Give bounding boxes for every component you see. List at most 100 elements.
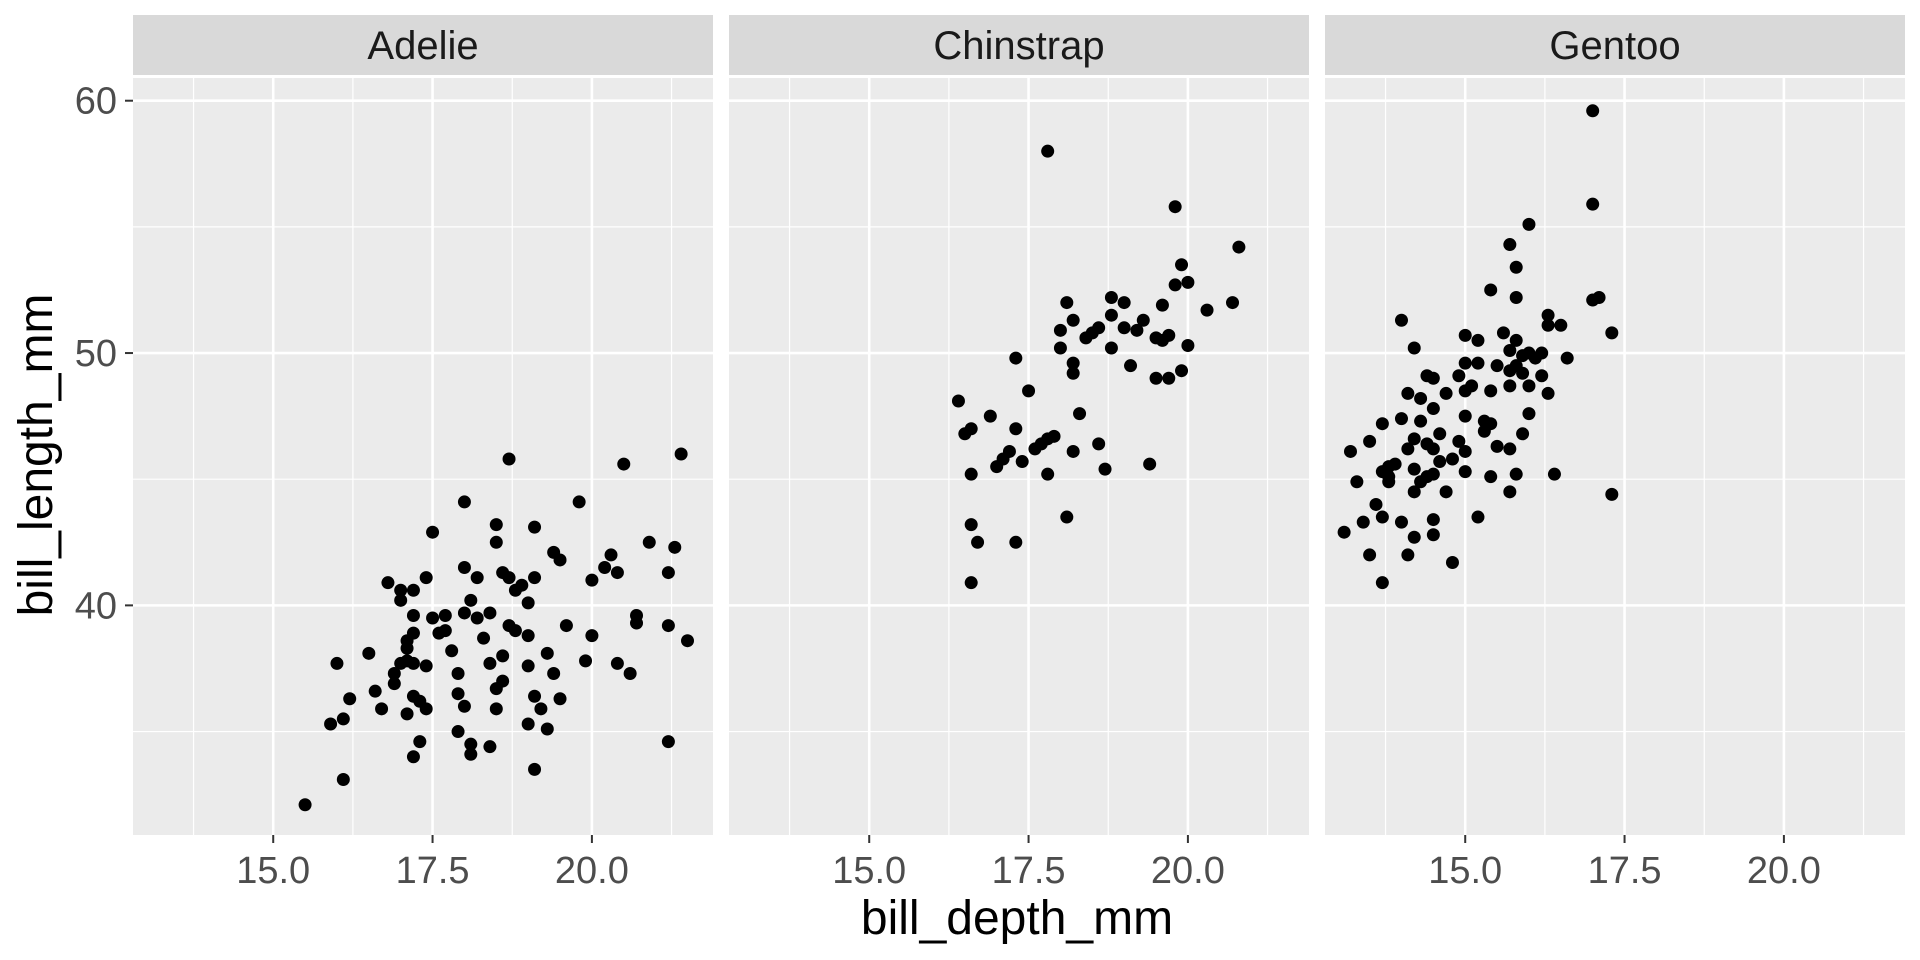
data-point: [426, 525, 440, 539]
data-point: [1394, 515, 1408, 529]
data-point: [489, 702, 503, 716]
data-point: [496, 566, 510, 580]
data-point: [445, 644, 459, 658]
data-point: [496, 674, 510, 688]
data-point: [1104, 308, 1118, 322]
data-point: [1541, 318, 1555, 332]
data-point: [406, 608, 420, 622]
data-point: [406, 750, 420, 764]
y-axis-title: bill_length_mm: [10, 294, 63, 617]
data-point: [483, 656, 497, 670]
data-point: [406, 583, 420, 597]
facet-strip-label: Chinstrap: [933, 24, 1104, 68]
data-point: [1104, 291, 1118, 305]
data-point: [1002, 444, 1016, 458]
data-point: [464, 593, 478, 607]
data-point: [1503, 379, 1517, 393]
data-point: [515, 578, 529, 592]
data-point: [681, 634, 695, 648]
x-tick-label: 15.0: [236, 850, 310, 892]
data-point: [1433, 455, 1447, 469]
data-point: [1149, 371, 1163, 385]
data-point: [1375, 576, 1389, 590]
data-point: [1407, 485, 1421, 499]
data-point: [661, 735, 675, 749]
data-point: [1162, 371, 1176, 385]
data-point: [1015, 455, 1029, 469]
data-point: [464, 737, 478, 751]
facet-panel-adelie: Adelie 15.0 17.5 20.0: [133, 15, 713, 892]
data-point: [400, 707, 414, 721]
data-point: [1426, 442, 1440, 456]
data-point: [528, 571, 542, 585]
data-point: [1066, 366, 1080, 380]
data-point: [1124, 359, 1138, 373]
data-point: [1092, 321, 1106, 335]
data-point: [1143, 457, 1157, 471]
data-point: [1547, 467, 1561, 481]
x-axis-title: bill_depth_mm: [861, 892, 1173, 945]
data-point: [1117, 296, 1131, 310]
data-point: [661, 619, 675, 633]
data-point: [1401, 548, 1415, 562]
y-axis: 40 50 60: [75, 81, 133, 627]
data-point: [451, 667, 465, 681]
data-point: [330, 656, 344, 670]
facet-strip-label: Gentoo: [1549, 24, 1680, 68]
data-point: [1503, 485, 1517, 499]
y-tick-label: 40: [75, 585, 117, 627]
data-point: [534, 702, 548, 716]
data-point: [617, 457, 631, 471]
data-point: [1394, 313, 1408, 327]
data-point: [1439, 485, 1453, 499]
data-point: [1181, 338, 1195, 352]
data-point: [1445, 452, 1459, 466]
data-point: [1363, 434, 1377, 448]
data-point: [1041, 467, 1055, 481]
data-point: [1155, 298, 1169, 312]
data-point: [661, 566, 675, 580]
data-point: [1168, 200, 1182, 214]
data-point: [674, 447, 688, 461]
data-point: [1041, 144, 1055, 158]
data-point: [540, 646, 554, 660]
data-point: [642, 535, 656, 549]
data-point: [547, 667, 561, 681]
data-point: [1104, 341, 1118, 355]
data-point: [1401, 442, 1415, 456]
data-point: [1509, 291, 1523, 305]
data-point: [1484, 283, 1498, 297]
data-point: [598, 561, 612, 575]
data-point: [496, 649, 510, 663]
data-point: [1060, 296, 1074, 310]
data-point: [464, 747, 478, 761]
data-point: [483, 606, 497, 620]
data-point: [1560, 351, 1574, 365]
data-point: [336, 772, 350, 786]
data-point: [457, 699, 471, 713]
data-point: [1503, 344, 1517, 358]
data-point: [438, 608, 452, 622]
data-point: [1426, 513, 1440, 527]
data-point: [1414, 391, 1428, 405]
data-point: [1073, 407, 1087, 421]
data-point: [1433, 427, 1447, 441]
data-point: [457, 495, 471, 509]
data-point: [1168, 278, 1182, 292]
data-point: [1503, 442, 1517, 456]
data-point: [1484, 384, 1498, 398]
data-point: [610, 566, 624, 580]
data-point: [630, 608, 644, 622]
data-point: [489, 518, 503, 532]
data-point: [610, 656, 624, 670]
data-point: [1605, 487, 1619, 501]
data-point: [1458, 444, 1472, 458]
data-point: [419, 659, 433, 673]
data-point: [1009, 535, 1023, 549]
data-point: [528, 520, 542, 534]
data-point: [1092, 437, 1106, 451]
data-point: [1503, 238, 1517, 252]
data-point: [1388, 457, 1402, 471]
data-point: [483, 740, 497, 754]
